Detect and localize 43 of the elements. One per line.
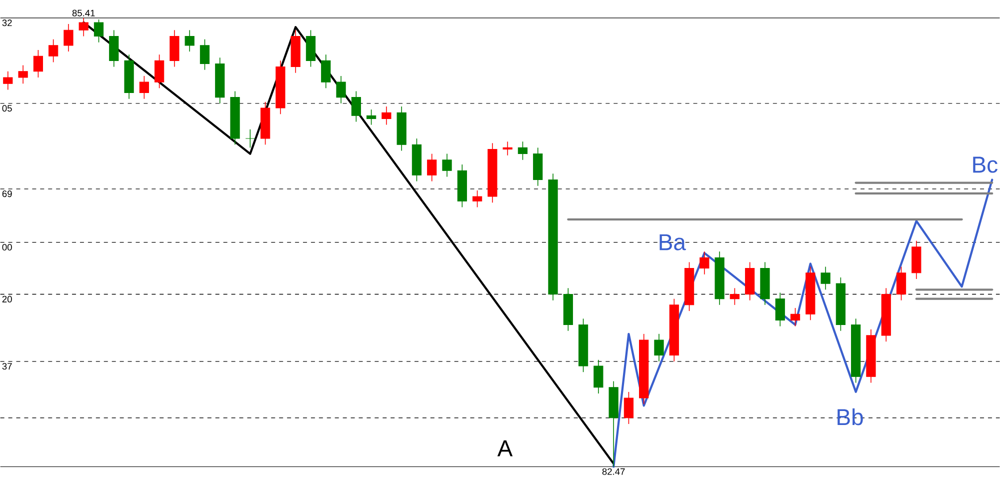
candlestick	[700, 251, 710, 275]
annotation: 37	[2, 363, 12, 370]
candlestick	[336, 76, 346, 104]
annotation: 32	[2, 20, 12, 26]
candlestick	[351, 90, 361, 122]
candlestick	[594, 360, 604, 394]
candlestick	[33, 50, 43, 78]
candlestick	[78, 18, 88, 37]
candlestick	[896, 266, 906, 301]
annotation: Bb	[838, 408, 863, 426]
annotation: Ba	[660, 234, 686, 250]
candlestick	[654, 334, 664, 362]
candlestick	[200, 39, 210, 70]
candlestick	[775, 292, 785, 327]
candlestick	[139, 76, 149, 100]
candlestick	[94, 19, 104, 43]
candlestick	[48, 39, 58, 63]
candlestick	[245, 129, 255, 148]
annotation: 00	[2, 244, 12, 251]
annotation: 82.47	[602, 468, 625, 476]
candlestick	[730, 288, 740, 306]
annotation: Bc	[973, 156, 998, 173]
candlestick	[427, 154, 437, 182]
candlestick	[382, 106, 392, 126]
candlestick	[18, 65, 28, 84]
candlestick	[321, 54, 331, 89]
candlestick	[366, 109, 376, 126]
candlestick	[184, 30, 194, 52]
candlestick	[820, 266, 830, 290]
candlestick	[3, 71, 13, 90]
annotation: 85.41	[72, 10, 95, 16]
candlestick	[64, 24, 74, 52]
candlestick	[502, 141, 512, 156]
candlestick	[790, 308, 800, 327]
annotation: 20	[2, 296, 12, 303]
candlestick	[154, 54, 164, 89]
annotation: A	[497, 440, 513, 456]
candlestick	[624, 392, 634, 425]
annotation: 05	[2, 105, 12, 112]
candlestick	[472, 190, 482, 208]
candlestick	[518, 141, 528, 160]
annotation: 69	[2, 190, 12, 198]
candlestick	[442, 154, 452, 178]
